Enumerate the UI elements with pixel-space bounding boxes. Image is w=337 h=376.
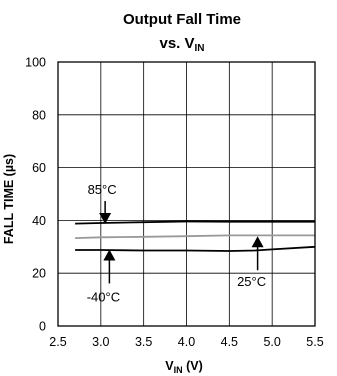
y-tick-label: 60	[32, 161, 46, 175]
annotation-arrowhead	[251, 236, 264, 248]
y-axis-label: FALL TIME (µs)	[2, 154, 16, 244]
x-tick-label: 5.0	[263, 335, 280, 349]
chart-title-line2: vs. VIN	[159, 35, 204, 54]
annotation-label: -40°C	[87, 289, 120, 304]
annotations: 85°C -40°C 25°C	[87, 182, 266, 304]
x-axis-label-main: V	[165, 359, 174, 373]
x-tick-label: 3.5	[135, 335, 152, 349]
series-line-1	[75, 220, 315, 225]
y-tick-label: 40	[32, 214, 46, 228]
y-tick-label: 100	[25, 56, 46, 70]
series-line-3	[75, 245, 316, 252]
y-tick-label: 80	[32, 108, 46, 122]
y-tick-label: 0	[39, 320, 46, 334]
tick-labels: 2.5 3.0 3.5 4.0 4.5 5.0 5.5 0 20 40 60 80 100	[25, 56, 324, 350]
x-tick-label: 3.0	[92, 335, 109, 349]
x-axis-label-subscript: IN	[174, 365, 183, 375]
chart-title-prefix: vs. V	[159, 35, 194, 52]
x-axis-label-unit: (V)	[183, 359, 203, 373]
grid	[58, 62, 315, 326]
x-tick-label: 4.0	[178, 335, 195, 349]
x-tick-label: 2.5	[49, 335, 66, 349]
annotation-label: 85°C	[88, 182, 117, 197]
annotation-arrowhead	[99, 213, 112, 225]
x-axis-label: VIN (V)	[165, 359, 202, 375]
x-tick-label: 5.5	[306, 335, 323, 349]
annotation-arrowhead	[103, 249, 116, 261]
series-lines	[75, 220, 316, 252]
annotation-label: 25°C	[237, 274, 266, 289]
x-tick-label: 4.5	[221, 335, 238, 349]
series-line-2	[75, 234, 315, 239]
chart-title-line1: Output Fall Time	[123, 11, 241, 28]
chart-title-subscript: IN	[195, 43, 205, 54]
y-tick-label: 20	[32, 267, 46, 281]
plot-frame	[57, 61, 316, 327]
